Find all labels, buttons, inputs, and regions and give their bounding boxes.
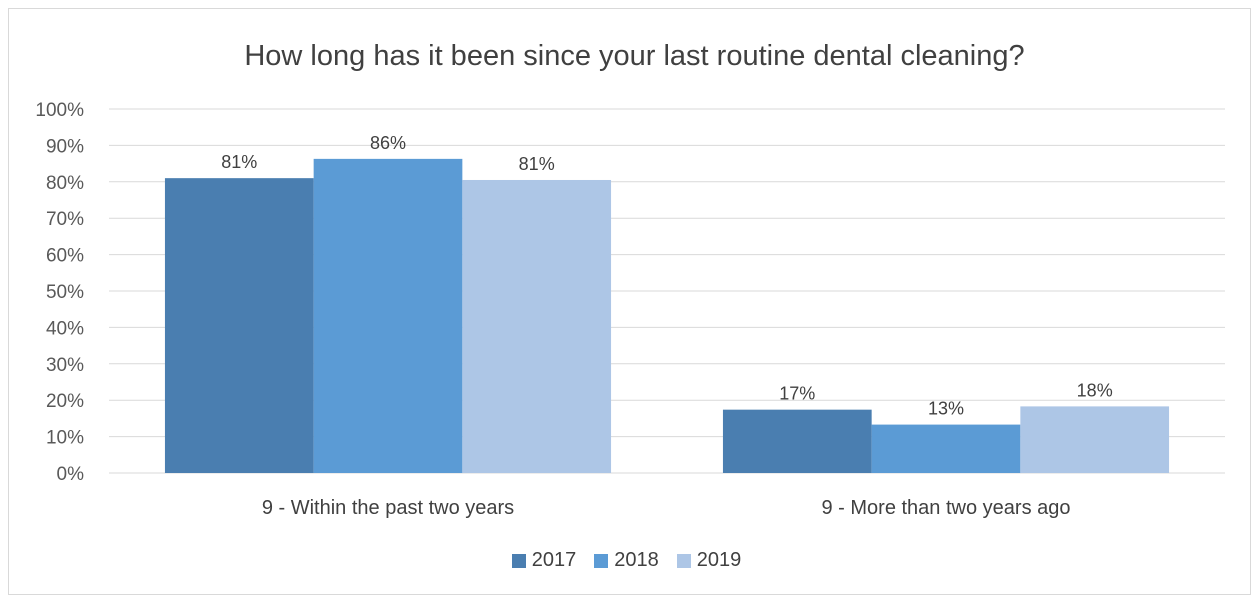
category-labels: 9 - Within the past two years 9 - More th… (262, 497, 1071, 519)
data-label-2017-1: 81% (221, 152, 257, 172)
bar-2017-2 (722, 409, 872, 473)
bar-2019-1 (462, 179, 612, 474)
data-label-2019-1: 81% (519, 154, 555, 174)
bar-2018-2 (871, 424, 1021, 473)
y-tick-label: 80% (46, 173, 84, 194)
legend-label: 2019 (696, 549, 742, 571)
y-tick-label: 70% (46, 209, 84, 230)
y-tick-label: 40% (46, 318, 84, 339)
data-labels: 81% 86% 81% 17% 13% 18% (221, 133, 1112, 419)
data-label-2018-1: 86% (370, 133, 406, 153)
legend-label: 2018 (614, 549, 659, 571)
data-label-2019-2: 18% (1077, 380, 1113, 400)
category-label: 9 - Within the past two years (262, 497, 514, 519)
bar-2017-1 (164, 178, 314, 473)
y-tick-label: 100% (35, 100, 84, 121)
legend-item-2018: 2018 (594, 549, 659, 572)
legend-swatch (594, 553, 609, 568)
y-tick-label: 30% (46, 355, 84, 376)
legend-label: 2017 (531, 549, 577, 571)
category-label: 9 - More than two years ago (821, 497, 1070, 519)
y-axis-ticks: 0% 10% 20% 30% 40% 50% 60% 70% 80% 90% 100% (35, 100, 84, 485)
bars (164, 158, 1170, 474)
bar-2019-2 (1020, 406, 1170, 473)
chart-title: How long has it been since your last rou… (244, 40, 1025, 72)
legend-swatch (511, 553, 526, 568)
y-tick-label: 0% (57, 464, 85, 485)
legend-swatch (676, 553, 691, 568)
data-label-2017-2: 17% (779, 384, 815, 404)
legend-item-2017: 2017 (511, 549, 577, 572)
y-tick-label: 20% (46, 391, 84, 412)
legend-item-2019: 2019 (676, 549, 742, 572)
y-tick-label: 10% (46, 428, 84, 449)
legend: 2017 2018 2019 (0, 549, 1253, 572)
bar-2018-1 (313, 158, 463, 474)
data-label-2018-2: 13% (928, 399, 964, 419)
y-tick-label: 50% (46, 282, 84, 303)
y-tick-label: 60% (46, 246, 84, 267)
y-tick-label: 90% (46, 136, 84, 157)
